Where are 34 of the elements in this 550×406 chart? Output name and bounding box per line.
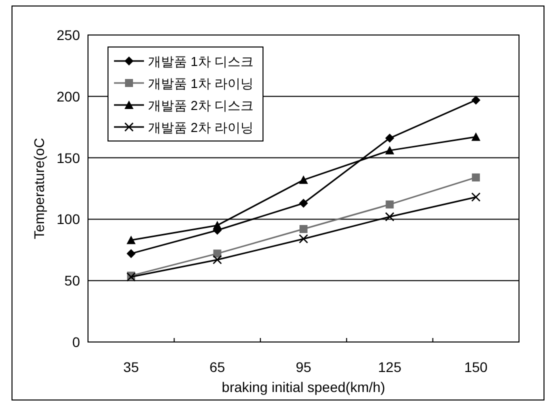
point	[212, 255, 222, 264]
ytick: 0	[72, 334, 80, 350]
ytick: 250	[56, 27, 80, 43]
legend-label: 개발품 2차 라이닝	[148, 120, 254, 135]
point	[385, 212, 394, 222]
ytick: 150	[56, 150, 80, 166]
point	[299, 175, 308, 184]
point	[472, 173, 480, 182]
point	[471, 132, 480, 141]
point	[385, 146, 394, 154]
xtick: 65	[210, 359, 226, 375]
point	[298, 234, 308, 244]
point	[212, 220, 222, 230]
x-axis-title: braking initial speed(km/h)	[222, 379, 386, 395]
point	[386, 200, 394, 208]
xtick: 35	[123, 359, 139, 375]
point	[385, 134, 394, 143]
point	[126, 236, 136, 244]
point	[299, 198, 308, 208]
point	[300, 225, 308, 234]
y-axis-title: Temperature(oC	[31, 138, 47, 240]
ytick: 100	[56, 211, 80, 228]
point	[126, 249, 136, 258]
ytick: 50	[64, 272, 80, 289]
xtick: 125	[378, 359, 402, 375]
legend-label: 개발품 2차 디스크	[148, 98, 254, 113]
xtick: 95	[296, 359, 312, 375]
xtick: 150	[464, 359, 488, 375]
point	[471, 192, 481, 202]
point	[471, 96, 480, 105]
legend-label: 개발품 1차 디스크	[148, 54, 254, 69]
ytick: 200	[56, 88, 80, 104]
point	[213, 250, 222, 258]
legend-label: 개발품 1차 라이닝	[148, 76, 254, 91]
